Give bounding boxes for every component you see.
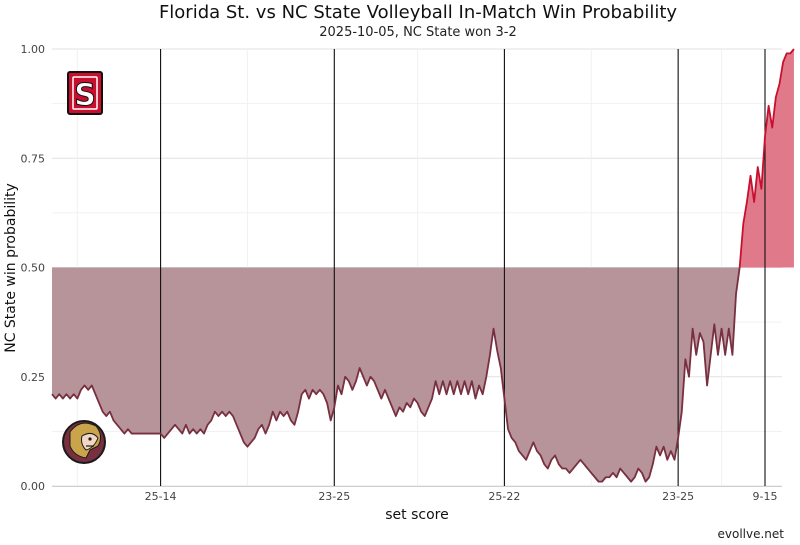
chart-subtitle: 2025-10-05, NC State won 3-2 <box>319 25 517 40</box>
y-tick-label: 0.50 <box>21 262 46 275</box>
chart-title: Florida St. vs NC State Volleyball In-Ma… <box>158 2 678 23</box>
area-below-baseline <box>52 267 740 482</box>
y-tick-label: 0.75 <box>21 152 46 165</box>
y-tick-label: 0.25 <box>21 371 46 384</box>
axes: 0.00 0.25 0.50 0.75 1.00 25-14 23-25 25-22 23-25… <box>21 43 782 503</box>
x-tick-label: 9-15 <box>753 490 778 503</box>
probability-line-above <box>738 48 795 268</box>
x-tick-label: 23-25 <box>318 490 350 503</box>
nc-state-logo: S <box>67 71 103 115</box>
y-tick-label: 0.00 <box>21 480 46 493</box>
credit-text: evollve.net <box>717 527 785 541</box>
y-tick-label: 1.00 <box>21 43 46 56</box>
area-above-baseline <box>739 49 794 268</box>
x-tick-label: 23-25 <box>662 490 694 503</box>
set-end-lines <box>160 49 766 486</box>
probability-area <box>52 49 794 482</box>
y-axis-label: NC State win probability <box>3 183 19 353</box>
florida-state-logo <box>62 420 106 464</box>
svg-text:S: S <box>74 78 96 113</box>
probability-line-below <box>51 267 741 483</box>
x-tick-label: 25-14 <box>145 490 177 503</box>
x-tick-label: 25-22 <box>488 490 520 503</box>
probability-line <box>51 48 795 483</box>
x-axis-label: set score <box>385 507 448 523</box>
